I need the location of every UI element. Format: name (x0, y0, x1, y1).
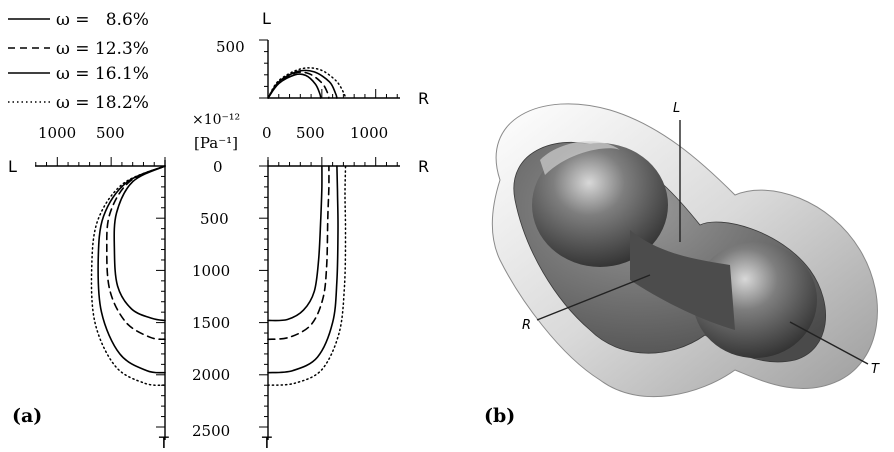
series-curve-LR-3 (267, 67, 347, 99)
axis-label-left-L: L (8, 157, 17, 176)
legend-entry: ω = 18.2% (8, 93, 149, 113)
series-curve-LT-3 (90, 165, 166, 387)
axis-label-upper-L: L (262, 9, 271, 28)
tick-label-T-1500: 1500 (192, 314, 230, 332)
panel-label-b: (b) (484, 405, 515, 427)
legend-label: ω = 12.3% (56, 39, 149, 59)
tick-label-T-2000: 2000 (192, 366, 230, 384)
surface-axis-label-L: L (673, 101, 680, 116)
tick-label-upper-R-0: 0 (262, 124, 272, 142)
series-curve-RT-1 (267, 165, 330, 341)
tick-label-upper-R-500: 500 (296, 124, 325, 142)
axis-label-upper-R: R (418, 89, 429, 108)
legend-label: ω = 8.6% (56, 10, 149, 30)
series-curve-LT-0 (113, 165, 166, 322)
axis-label-right-R: R (418, 157, 429, 176)
tick-label-upper-L-500: 500 (216, 38, 245, 56)
legend: ω = 8.6% ω = 12.3% ω = 16.1% ω = 18.2% (8, 10, 149, 113)
panel-a-axes (35, 39, 400, 440)
inner-rim (540, 141, 620, 175)
tick-label-T-2500: 2500 (192, 422, 230, 440)
legend-entry: ω = 12.3% (8, 39, 149, 59)
series-curve-RT-0 (267, 165, 323, 322)
series-curve-RT-3 (267, 165, 347, 386)
surface-illustration: L R T (492, 101, 880, 398)
tick-label-left-L-500: 500 (96, 124, 125, 142)
surface-axis-R (536, 274, 651, 321)
surface-axis-label-T: T (871, 362, 880, 377)
axis-label-left-T: T (158, 433, 169, 452)
series-curve-LR-2 (267, 69, 338, 99)
unit-label: [Pa⁻¹] (194, 134, 238, 152)
tick-label-T-500: 500 (200, 210, 229, 228)
tick-label-T-0: 0 (213, 158, 223, 176)
legend-label: ω = 18.2% (56, 93, 149, 113)
tick-label-left-L-1000: 1000 (38, 124, 76, 142)
curves (90, 67, 347, 387)
core-neck (630, 230, 735, 330)
series-curve-LT-2 (97, 165, 166, 374)
series-curve-LT-1 (105, 165, 166, 341)
legend-label: ω = 16.1% (56, 64, 149, 84)
unit-scale: ×10⁻¹² (192, 112, 240, 128)
series-curve-RT-2 (267, 165, 339, 374)
series-curve-LR-1 (267, 71, 330, 99)
panel-label-a: (a) (12, 405, 42, 427)
legend-entry: ω = 16.1% (8, 64, 149, 84)
surface-axis-T (789, 321, 869, 365)
legend-entry: ω = 8.6% (8, 10, 149, 30)
tick-label-T-1000: 1000 (192, 262, 230, 280)
tick-label-upper-R-1000: 1000 (350, 124, 388, 142)
surface-axis-label-R: R (522, 318, 531, 333)
axis-label-right-T: T (261, 433, 272, 452)
